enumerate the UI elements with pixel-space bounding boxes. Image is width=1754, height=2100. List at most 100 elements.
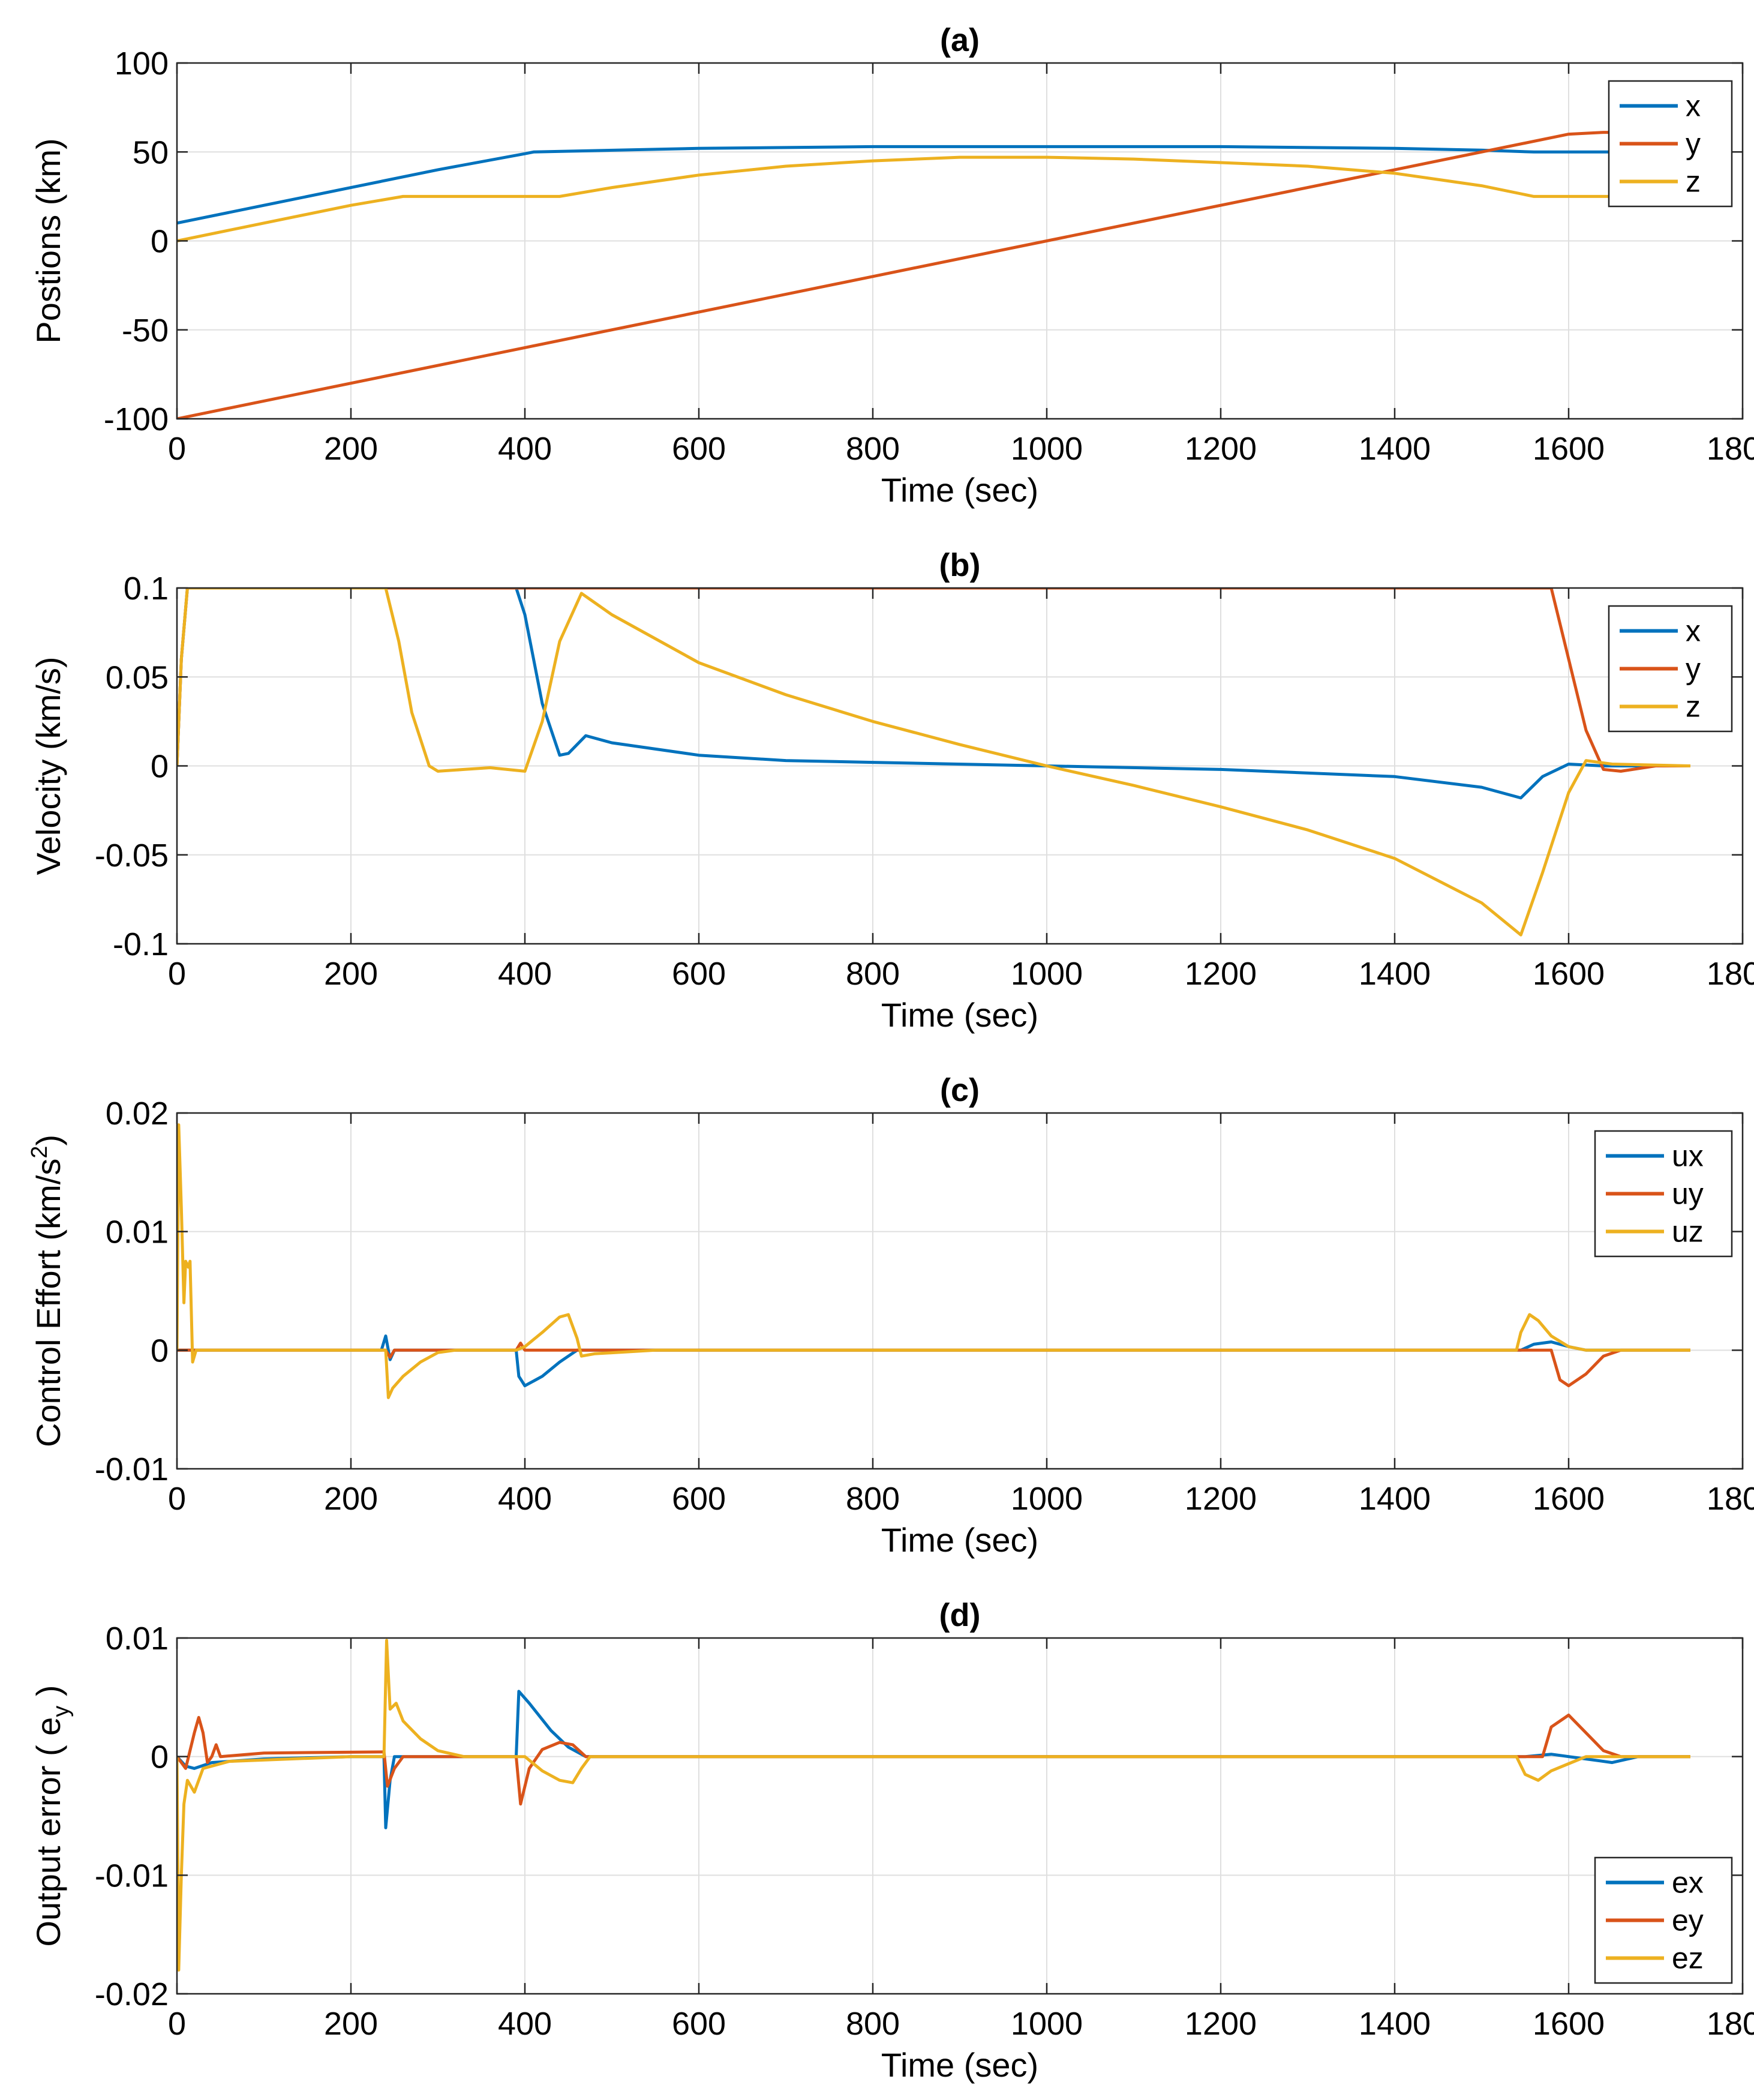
series-line-z: [177, 155, 1690, 242]
legend-label-uz: uz: [1672, 1215, 1704, 1249]
x-tick-label: 400: [498, 431, 552, 467]
y-axis-label: Postions (km): [29, 138, 67, 343]
panel-title: (b): [939, 547, 981, 583]
y-tick-label: 0: [151, 1333, 169, 1369]
y-axis-label-tail: ): [29, 1685, 67, 1705]
x-tick-label: 200: [324, 431, 378, 467]
y-tick-label: 0.05: [106, 659, 169, 695]
y-tick-label: -0.05: [95, 838, 169, 874]
y-tick-label: 0.01: [106, 1621, 169, 1657]
x-tick-label: 1800: [1707, 431, 1754, 467]
legend: ux uy uz: [1594, 1130, 1733, 1258]
chart-panel-0: 020040060080010001200140016001800-100-50…: [29, 22, 1754, 509]
chart-panel-3: 0 200 400 600 800 1000 1200 1400 1600 1800 -0.02 -0…: [29, 1597, 1754, 2084]
x-tick-label: 1600: [1533, 431, 1605, 467]
x-tick-label: 200: [324, 2006, 378, 2042]
x-tick-label: 400: [498, 2006, 552, 2042]
x-tick-label: 800: [846, 2006, 900, 2042]
x-tick-label: 0: [168, 1481, 186, 1517]
y-axis-label-main: Control Effort (km/s: [29, 1159, 67, 1447]
y-tick-label: 0: [151, 224, 169, 260]
legend-label-ey: ey: [1672, 1904, 1704, 1937]
y-tick-label: 0: [151, 1739, 169, 1775]
legend-label-x: x: [1686, 89, 1701, 123]
series-line-x: [177, 145, 1690, 225]
legend-label-y: y: [1686, 652, 1701, 686]
y-axis-label-script: 2: [27, 1146, 52, 1159]
x-tick-label: 200: [324, 1481, 378, 1517]
x-tick-label: 400: [498, 956, 552, 992]
series-line-ez: [177, 1639, 1690, 1972]
x-tick-label: 1800: [1707, 956, 1754, 992]
x-tick-label: 1800: [1707, 1481, 1754, 1517]
y-tick-label: 0.01: [106, 1214, 169, 1250]
x-axis-label: Time (sec): [881, 471, 1038, 509]
x-tick-label: 200: [324, 956, 378, 992]
x-tick-label: 600: [672, 431, 726, 467]
legend-label-y: y: [1686, 127, 1701, 161]
x-tick-label: 1400: [1359, 956, 1431, 992]
panel-title: (c): [940, 1072, 980, 1108]
y-axis-label: Control Effort (km/s2): [27, 1135, 67, 1447]
x-tick-label: 0: [168, 431, 186, 467]
legend: xyz: [1608, 80, 1733, 208]
x-axis-label: Time (sec): [881, 996, 1038, 1034]
x-tick-label: 800: [846, 1481, 900, 1517]
x-tick-label: 1400: [1359, 2006, 1431, 2042]
y-axis-label-script: y: [49, 1706, 74, 1717]
x-tick-label: 400: [498, 1481, 552, 1517]
legend: xyz: [1608, 605, 1733, 733]
plot-area: [177, 1113, 1743, 1469]
panel-title: (a): [940, 22, 980, 58]
legend-label-uy: uy: [1672, 1177, 1704, 1211]
legend-label-z: z: [1686, 165, 1701, 199]
x-tick-label: 800: [846, 956, 900, 992]
legend: ex ey ez: [1594, 1856, 1733, 1984]
y-tick-label: 0.1: [124, 571, 169, 607]
legend-label-ux: ux: [1672, 1139, 1704, 1173]
x-tick-label: 1200: [1185, 1481, 1257, 1517]
series-line-uz: [177, 1123, 1690, 1399]
y-axis-label-main: Output error ( e: [29, 1717, 67, 1947]
legend-label-ez: ez: [1672, 1942, 1704, 1975]
y-tick-label: -0.02: [95, 1976, 169, 2012]
y-tick-label: -0.01: [95, 1858, 169, 1894]
legend-label-x: x: [1686, 614, 1701, 648]
y-tick-label: -100: [104, 401, 169, 437]
series-line-ux: [177, 1334, 1690, 1388]
x-tick-label: 1400: [1359, 1481, 1431, 1517]
x-tick-label: 1800: [1707, 2006, 1754, 2042]
y-tick-label: 50: [133, 134, 169, 170]
x-tick-label: 1200: [1185, 956, 1257, 992]
plot-area: [177, 1638, 1743, 1994]
y-axis-label-tail: ): [29, 1135, 67, 1146]
series-line-z: [177, 588, 1691, 937]
x-axis-label: Time (sec): [881, 2046, 1038, 2084]
y-tick-label: -0.1: [113, 926, 169, 962]
y-axis-label: Velocity (km/s): [29, 656, 67, 875]
x-tick-label: 1000: [1011, 956, 1083, 992]
y-axis-label-main: Postions (km): [29, 138, 67, 343]
x-tick-label: 1000: [1011, 431, 1083, 467]
x-tick-label: 1000: [1011, 2006, 1083, 2042]
x-axis-label: Time (sec): [881, 1521, 1038, 1559]
y-axis-label: Output error ( ey ): [29, 1685, 74, 1946]
panel-title: (d): [939, 1597, 981, 1633]
y-tick-label: 0.02: [106, 1096, 169, 1132]
series-line-x: [177, 588, 1690, 800]
axes-box: [176, 1112, 1744, 1470]
x-tick-label: 1400: [1359, 431, 1431, 467]
legend-label-z: z: [1686, 690, 1701, 724]
y-tick-label: 100: [115, 46, 169, 82]
x-tick-label: 1200: [1185, 2006, 1257, 2042]
x-tick-label: 600: [672, 2006, 726, 2042]
x-tick-label: 600: [672, 956, 726, 992]
x-tick-label: 1000: [1011, 1481, 1083, 1517]
x-tick-label: 0: [168, 2006, 186, 2042]
x-tick-label: 1200: [1185, 431, 1257, 467]
chart-panel-1: 0 200 400 600 800 1000 1200 1400 1600 1800 -0.1 -0.…: [29, 547, 1754, 1034]
x-tick-label: 0: [168, 956, 186, 992]
legend-label-ex: ex: [1672, 1866, 1704, 1900]
axes-box: [176, 1637, 1744, 1995]
